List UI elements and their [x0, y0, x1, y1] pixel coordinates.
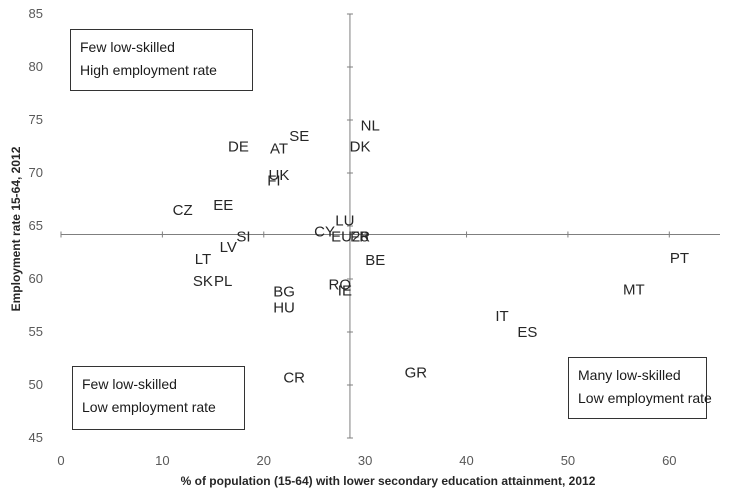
data-point-lu: LU — [335, 213, 354, 230]
data-point-es: ES — [517, 324, 537, 341]
y-tick-label: 45 — [29, 430, 43, 445]
data-point-pl: PL — [214, 273, 232, 290]
y-axis-ticks: 45 50 55 60 65 70 75 80 85 — [29, 6, 43, 445]
x-axis-title: % of population (15-64) with lower secon… — [181, 474, 596, 488]
data-point-nl: NL — [361, 117, 380, 134]
data-point-cy: CY — [314, 223, 335, 240]
x-tick-label: 20 — [257, 453, 271, 468]
x-axis-ticks: 0 10 20 30 40 50 60 — [57, 453, 676, 468]
x-tick-label: 60 — [662, 453, 676, 468]
y-tick-label: 60 — [29, 271, 43, 286]
y-tick-label: 75 — [29, 112, 43, 127]
y-tick-label: 70 — [29, 165, 43, 180]
data-point-uk: UK — [269, 167, 290, 184]
data-point-se: SE — [289, 128, 309, 145]
y-tick-label: 85 — [29, 6, 43, 21]
y-axis-title: Employment rate 15-64, 2012 — [9, 146, 23, 311]
data-point-dk: DK — [350, 139, 371, 156]
y-tick-label: 65 — [29, 218, 43, 233]
y-tick-label: 50 — [29, 377, 43, 392]
data-point-sk: SK — [193, 273, 213, 290]
annotation-bottom-left: Few low-skilled Low employment rate — [72, 366, 245, 430]
x-tick-label: 10 — [155, 453, 169, 468]
data-point-pt: PT — [670, 250, 689, 267]
data-point-lv: LV — [220, 239, 237, 256]
data-point-fi: FI — [267, 172, 280, 189]
data-point-de: DE — [228, 139, 249, 156]
data-point-bg: BG — [273, 284, 295, 301]
annotation-line: Many low-skilled — [578, 367, 681, 383]
data-point-si: SI — [236, 229, 250, 246]
annotation-line: Low employment rate — [578, 390, 712, 406]
data-point-ee: EE — [213, 197, 233, 214]
x-tick-label: 50 — [561, 453, 575, 468]
data-point-lt: LT — [195, 251, 211, 268]
data-point-ie: IE — [338, 283, 352, 300]
annotation-line: Few low-skilled — [80, 39, 175, 55]
x-tick-label: 30 — [358, 453, 372, 468]
data-point-cz: CZ — [173, 202, 193, 219]
data-point-it: IT — [495, 308, 508, 325]
data-point-ro: RO — [329, 276, 352, 293]
x-tick-label: 0 — [57, 453, 64, 468]
annotation-bottom-right: Many low-skilled Low employment rate — [568, 357, 712, 419]
annotation-top-left: Few low-skilled High employment rate — [70, 29, 253, 91]
data-point-at: AT — [270, 141, 288, 158]
y-tick-label: 55 — [29, 324, 43, 339]
data-point-be: BE — [365, 252, 385, 269]
data-point-fr: FR — [350, 229, 370, 246]
annotation-line: High employment rate — [80, 62, 217, 78]
annotation-line: Low employment rate — [82, 399, 216, 415]
data-point-eu28: EU28 — [331, 229, 369, 246]
y-tick-label: 80 — [29, 59, 43, 74]
annotation-line: Few low-skilled — [82, 376, 177, 392]
data-point-cr: CR — [283, 370, 305, 387]
x-tick-label: 40 — [459, 453, 473, 468]
data-point-gr: GR — [405, 364, 428, 381]
data-point-mt: MT — [623, 282, 645, 299]
data-point-hu: HU — [273, 300, 295, 317]
crosshair-lines — [60, 13, 720, 439]
